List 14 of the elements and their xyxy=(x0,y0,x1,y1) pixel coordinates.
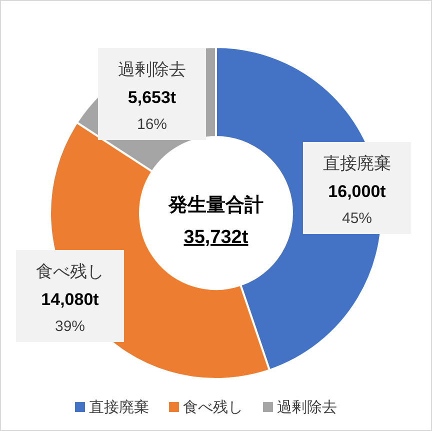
data-label: 16,000t xyxy=(328,182,386,201)
legend-label: 直接廃棄 xyxy=(89,399,149,416)
slice-label: 直接廃棄 xyxy=(323,154,391,173)
slice-label: 過剰除去 xyxy=(118,60,186,79)
legend-label: 食べ残し xyxy=(183,399,243,416)
text: 39% xyxy=(54,318,86,335)
text: 45% xyxy=(342,210,372,227)
slice-label: 食べ残し xyxy=(36,262,104,281)
text: 発生量合計 xyxy=(168,194,264,216)
text: 35,732t xyxy=(184,227,249,248)
data-label: 5,653t xyxy=(128,88,176,107)
legend-label: 過剰除去 xyxy=(277,399,337,416)
data-label: 14,080t xyxy=(41,290,100,309)
text: 16% xyxy=(136,116,168,133)
